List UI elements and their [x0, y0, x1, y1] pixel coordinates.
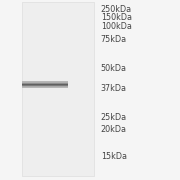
Text: 20kDa: 20kDa — [101, 125, 127, 134]
Bar — [22, 85, 68, 86]
Bar — [22, 81, 68, 82]
Bar — [22, 84, 68, 85]
Text: 250kDa: 250kDa — [101, 5, 132, 14]
Text: 15kDa: 15kDa — [101, 152, 127, 161]
Text: 25kDa: 25kDa — [101, 112, 127, 122]
Bar — [22, 85, 68, 86]
Bar — [22, 87, 68, 88]
Bar — [22, 83, 68, 84]
Bar — [22, 2, 94, 176]
Bar — [22, 86, 68, 87]
Text: 50kDa: 50kDa — [101, 64, 127, 73]
Text: 75kDa: 75kDa — [101, 35, 127, 44]
Text: 150kDa: 150kDa — [101, 14, 132, 22]
Text: 100kDa: 100kDa — [101, 22, 132, 31]
Text: 37kDa: 37kDa — [101, 84, 127, 93]
Bar — [22, 82, 68, 83]
